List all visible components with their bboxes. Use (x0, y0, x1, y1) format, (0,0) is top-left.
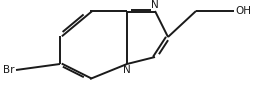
Text: N: N (123, 65, 131, 75)
Text: OH: OH (235, 6, 251, 16)
Text: N: N (151, 0, 159, 10)
Text: Br: Br (3, 65, 15, 75)
